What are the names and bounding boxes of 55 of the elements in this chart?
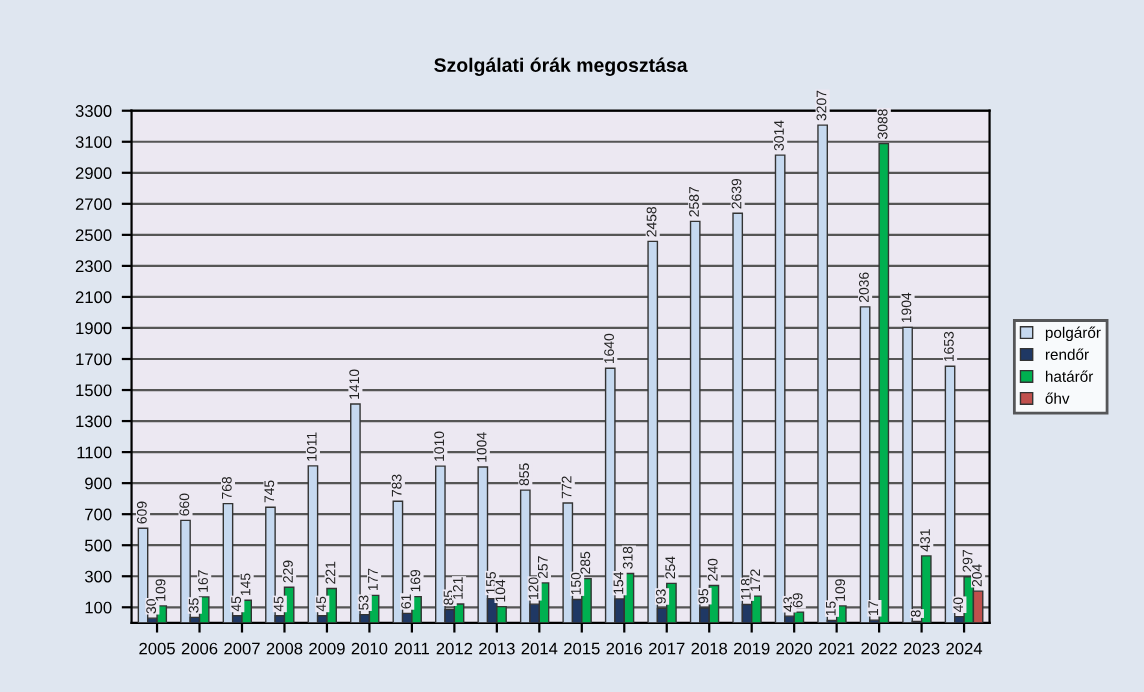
bar — [647, 240, 659, 623]
bar — [307, 465, 319, 623]
x-tick-label: 2016 — [606, 642, 643, 655]
bar — [604, 367, 616, 623]
bar — [920, 555, 932, 623]
x-tick-label: 2008 — [266, 642, 303, 655]
x-tick-label: 2012 — [436, 642, 473, 655]
y-tick-label: 500 — [84, 539, 112, 552]
x-tick-label: 2005 — [139, 642, 175, 655]
x-tick-label: 2017 — [649, 642, 685, 655]
y-tick-label: 1500 — [76, 384, 112, 397]
x-tick-label: 2014 — [521, 642, 558, 655]
y-tick-label: 1300 — [76, 415, 112, 428]
bar — [434, 465, 446, 623]
bar — [519, 489, 531, 623]
bar — [774, 154, 786, 623]
bar — [265, 506, 276, 623]
bar — [817, 124, 828, 623]
x-tick-label: 2023 — [903, 642, 940, 655]
x-tick-label: 2007 — [224, 642, 260, 655]
y-tick-label: 900 — [85, 477, 112, 490]
bar — [689, 220, 701, 623]
y-tick-label: 3100 — [75, 136, 112, 148]
x-tick-label: 2015 — [564, 642, 600, 655]
y-tick-label: 2500 — [75, 229, 112, 242]
y-tick-label: 2100 — [75, 291, 112, 304]
y-tick-label: 100 — [85, 601, 112, 614]
y-tick-label: 1900 — [76, 322, 112, 335]
x-tick-label: 2011 — [394, 642, 430, 655]
x-tick-label: 2013 — [479, 642, 515, 655]
bar — [902, 326, 913, 623]
bar — [732, 212, 744, 623]
x-tick-label: 2020 — [776, 642, 813, 655]
y-tick-label: 300 — [84, 570, 112, 583]
bar — [944, 365, 956, 623]
x-tick-label: 2022 — [861, 642, 897, 655]
x-tick-label: 2021 — [818, 642, 855, 655]
chart-title: Szolgálati órák megosztása — [434, 57, 688, 76]
x-tick-label: 2024 — [946, 642, 983, 655]
y-tick-label: 1700 — [76, 353, 112, 366]
bar — [859, 306, 871, 623]
y-tick-label: 2900 — [75, 167, 112, 179]
bar — [562, 502, 574, 623]
y-tick-label: 700 — [85, 508, 112, 521]
bar — [180, 519, 191, 623]
x-tick-label: 2006 — [181, 642, 218, 655]
bar — [350, 403, 361, 623]
x-tick-label: 2009 — [309, 642, 345, 655]
x-tick-label: 2018 — [691, 642, 728, 655]
y-tick-label: 1100 — [77, 446, 112, 459]
x-tick-label: 2010 — [351, 642, 388, 655]
y-tick-label: 2700 — [75, 198, 112, 211]
y-tick-label: 3300 — [75, 105, 112, 117]
x-tick-label: 2019 — [734, 642, 770, 655]
y-tick-label: 2300 — [75, 260, 112, 273]
